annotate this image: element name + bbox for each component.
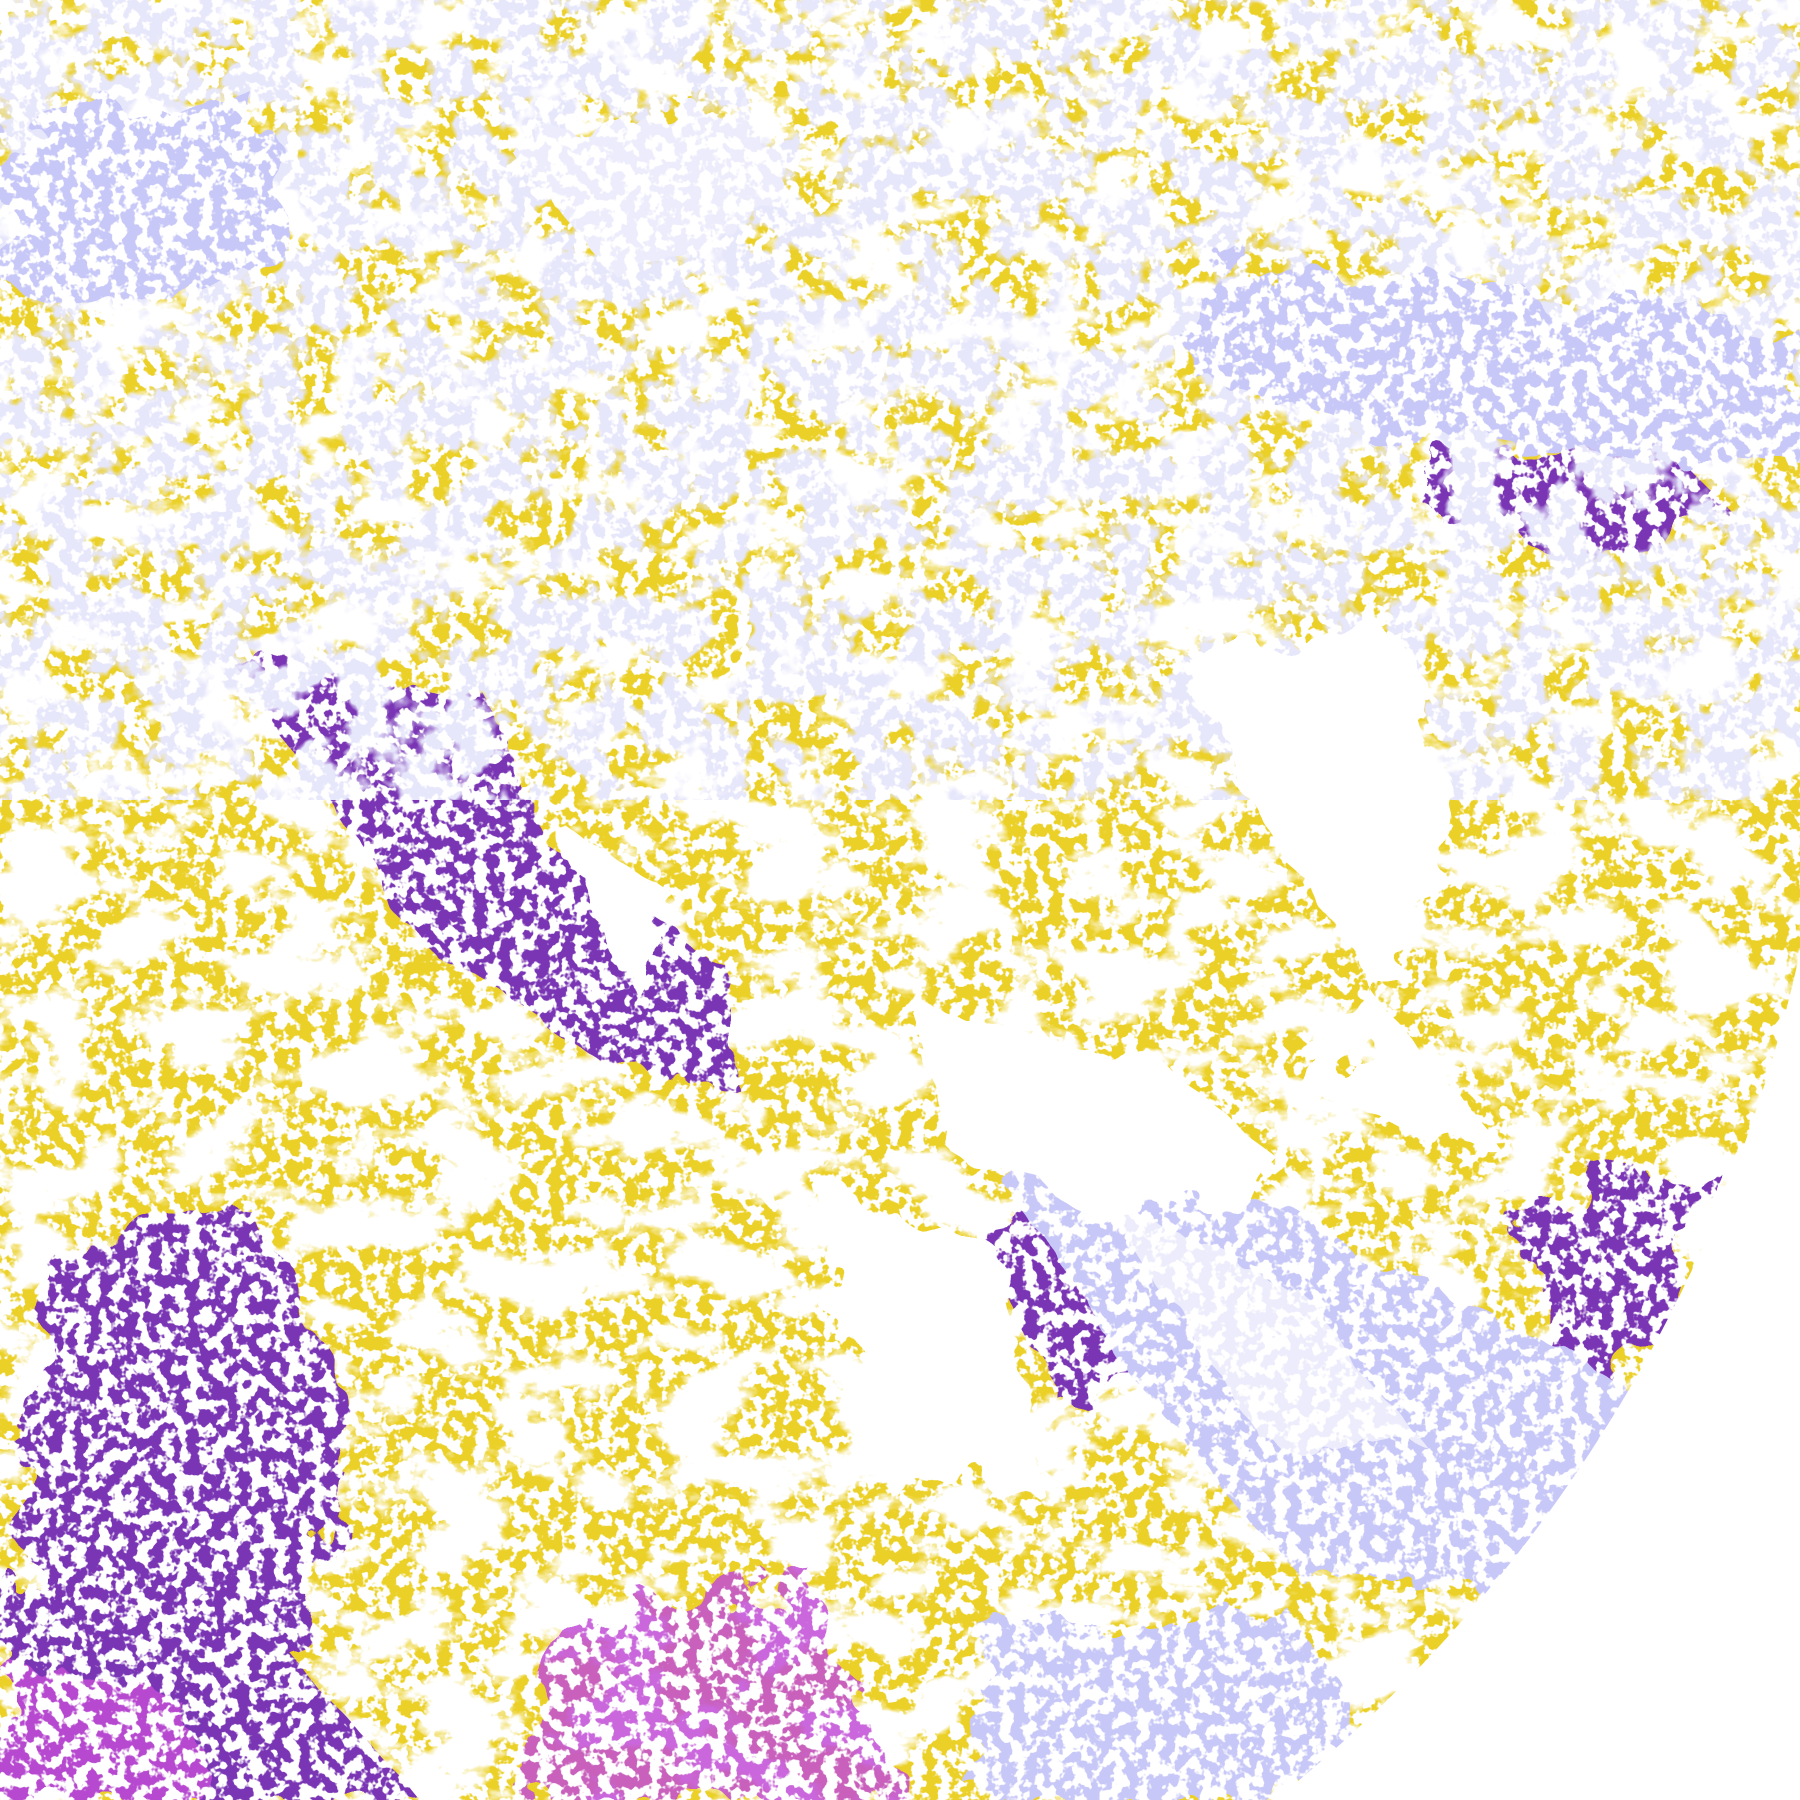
clear-areas: [560, 650, 1500, 1500]
space-beyond-limb: [1275, 310, 1800, 1800]
